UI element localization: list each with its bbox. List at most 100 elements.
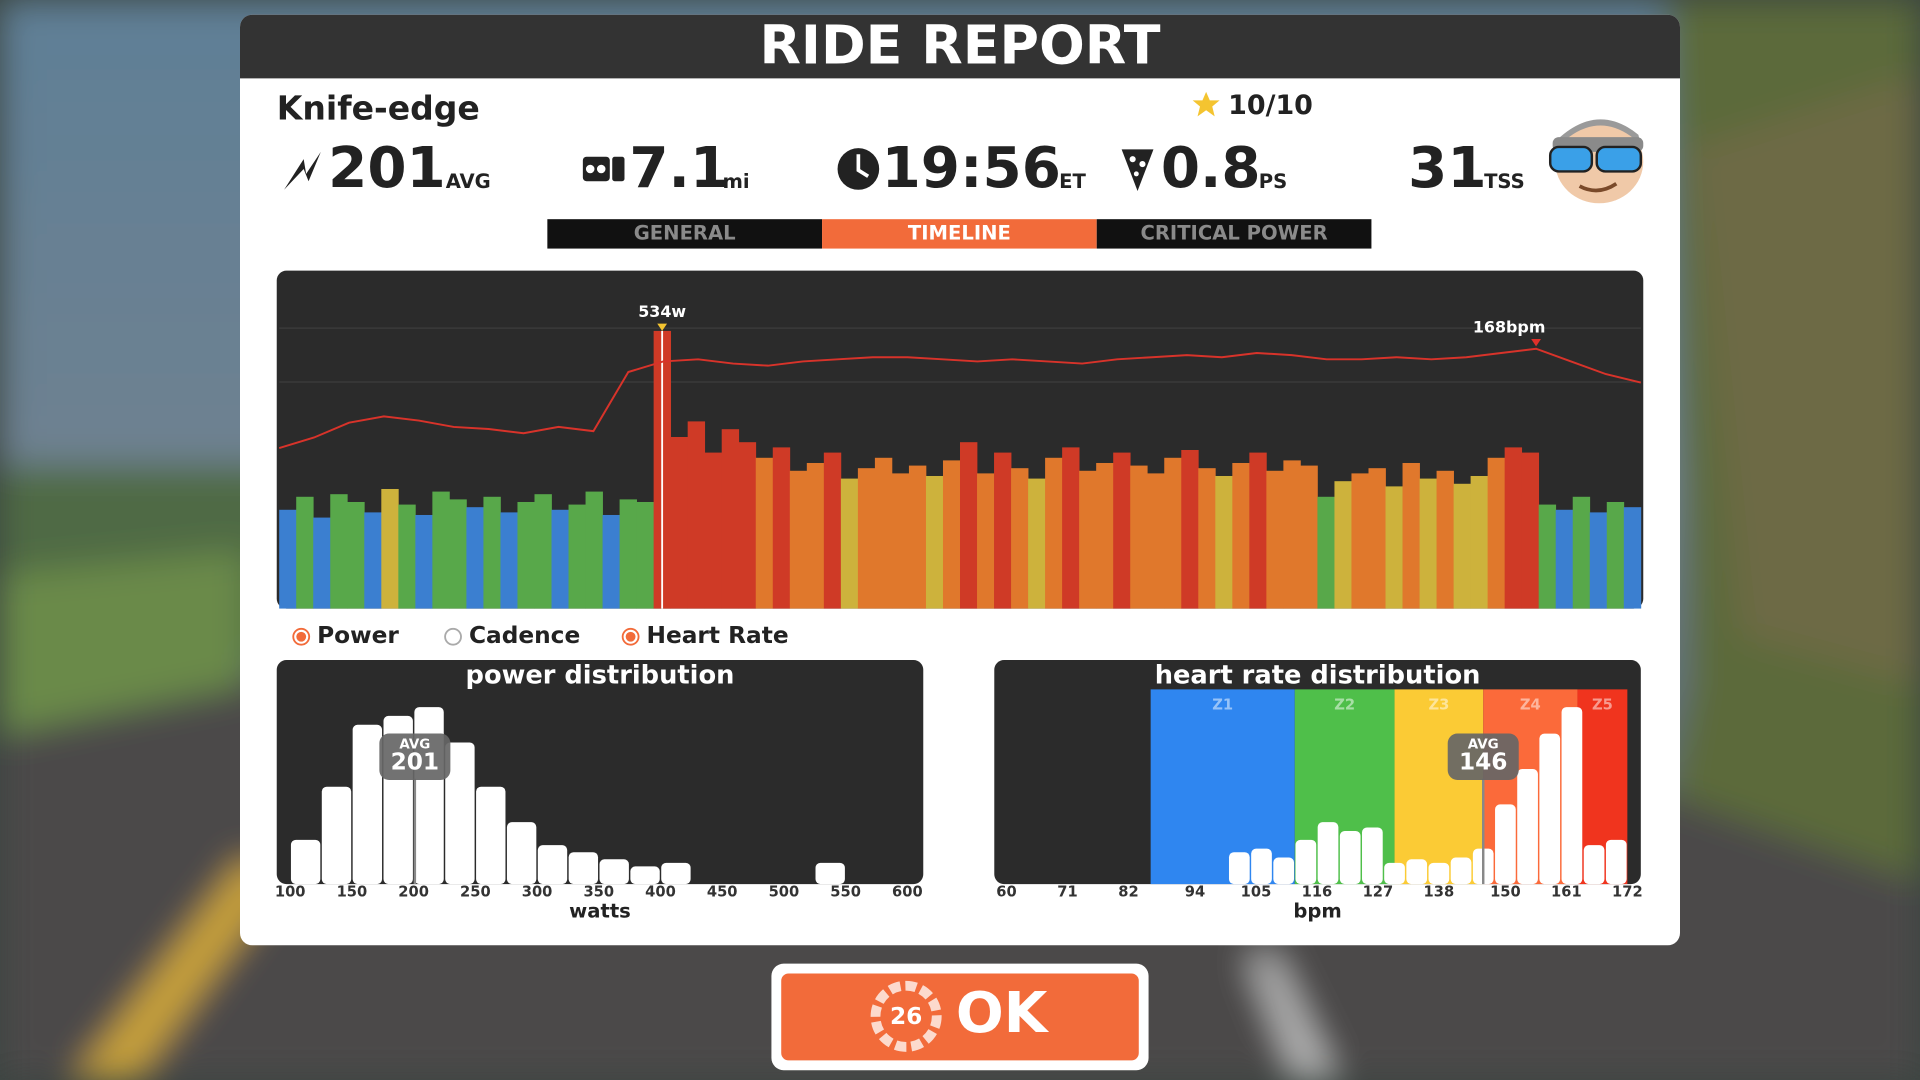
distribution-bar <box>1273 857 1295 885</box>
power-bar <box>432 491 450 609</box>
legend-label[interactable]: Cadence <box>469 622 580 649</box>
distribution-bar <box>1450 857 1472 885</box>
power-peak-marker <box>657 323 668 331</box>
hr-zone-label: Z2 <box>1334 696 1355 713</box>
power-bar <box>1470 475 1488 609</box>
power-bar <box>1555 509 1574 609</box>
power-bar <box>1538 504 1557 609</box>
power-bar <box>1487 457 1506 609</box>
ok-label[interactable]: OK <box>956 981 1050 1046</box>
hr-zone-label: Z5 <box>1592 696 1613 713</box>
distribution-bar <box>1605 839 1627 885</box>
power-bar <box>466 507 484 609</box>
x-tick-label: 100 <box>275 884 306 901</box>
power-bar <box>925 475 944 609</box>
ok-button-face[interactable] <box>781 973 1139 1061</box>
power-bar <box>1028 478 1046 609</box>
tab[interactable] <box>1096 219 1372 249</box>
power-bar <box>704 452 723 609</box>
distribution-bar <box>1295 839 1317 885</box>
x-tick-label: 82 <box>1118 884 1138 901</box>
power-bar <box>585 491 603 609</box>
power-bar <box>942 460 961 609</box>
power-bar <box>449 499 467 609</box>
x-tick-label: 71 <box>1057 884 1077 901</box>
power-bar <box>1453 483 1471 609</box>
power-bar <box>381 488 399 609</box>
power-bar <box>908 465 927 609</box>
countdown: 26 <box>890 1003 922 1030</box>
power-bar <box>1623 507 1642 609</box>
power-bar <box>1521 452 1540 609</box>
power-bar <box>1130 465 1148 609</box>
tab-label[interactable]: GENERAL <box>634 221 736 244</box>
power-bar <box>517 501 535 609</box>
legend-check[interactable] <box>444 627 462 646</box>
avg-badge <box>1447 733 1519 780</box>
power-bar <box>1147 473 1165 609</box>
x-tick-label: 400 <box>645 884 676 901</box>
distribution-bar <box>1406 859 1428 885</box>
distribution-bar <box>1317 822 1339 885</box>
distribution-bar <box>445 742 475 885</box>
ok-button[interactable]: 26 OK <box>771 963 1149 1071</box>
distribution-bar <box>1339 830 1361 885</box>
avg-power: 201 <box>328 136 446 201</box>
distribution-bar <box>1583 845 1605 885</box>
power-bar <box>1079 470 1097 609</box>
x-tick-label: 150 <box>337 884 368 901</box>
x-tick-label: 161 <box>1551 884 1582 901</box>
x-tick-label: 550 <box>830 884 861 901</box>
heart-rate-line <box>278 347 1642 449</box>
hr-zone <box>1150 689 1295 885</box>
power-bar <box>789 470 808 609</box>
rating: 10/10 <box>1228 90 1313 121</box>
distribution-bar <box>1428 862 1450 885</box>
x-tick-label: 350 <box>583 884 614 901</box>
legend-check-dot[interactable] <box>296 631 307 642</box>
distance: 7.1 <box>629 136 729 201</box>
power-bar <box>755 457 774 609</box>
tab[interactable] <box>547 219 823 249</box>
tss-unit: TSS <box>1484 170 1525 193</box>
hr-zone-label: Z1 <box>1212 696 1233 713</box>
avatar <box>1548 119 1644 204</box>
distribution-bar <box>321 786 352 885</box>
power-bar <box>806 462 825 609</box>
power-bar <box>1589 512 1608 609</box>
distribution-bar <box>352 724 383 885</box>
tab-label[interactable]: CRITICAL POWER <box>1140 221 1327 244</box>
title: RIDE REPORT <box>759 14 1160 77</box>
x-tick-label: 116 <box>1302 884 1333 901</box>
distribution-bar <box>661 862 691 885</box>
legend-check-dot[interactable] <box>625 631 636 642</box>
x-tick-label: 600 <box>892 884 923 901</box>
x-tick-label: 105 <box>1241 884 1272 901</box>
power-bar <box>364 512 382 609</box>
power-bar <box>857 468 876 609</box>
power-bar <box>415 514 433 609</box>
distribution-bar <box>1251 848 1272 885</box>
tab-label[interactable]: TIMELINE <box>908 221 1011 244</box>
power-bar <box>1011 468 1029 609</box>
power-bar <box>398 504 416 609</box>
pizza-slices-unit: PS <box>1259 170 1287 193</box>
hr-zone-label: Z4 <box>1520 696 1541 713</box>
power-bar <box>1215 475 1233 609</box>
power-bar <box>619 499 637 609</box>
hr-distribution-chart: Z1 Z2 Z3 Z4 Z5 heart rate distribution 60 71 82 9… <box>996 660 1642 922</box>
avg-badge-label: AVG <box>399 737 430 752</box>
x-tick-label: 250 <box>460 884 491 901</box>
legend-label[interactable]: Heart Rate <box>647 622 789 649</box>
power-bar <box>1164 457 1182 609</box>
tss: 31 <box>1408 136 1486 201</box>
distribution-title: heart rate distribution <box>1155 660 1481 690</box>
avg-badge-value: 201 <box>391 748 440 775</box>
power-bar <box>534 494 552 609</box>
x-tick-label: 60 <box>996 884 1016 901</box>
power-bar <box>1385 486 1403 609</box>
distribution-bar <box>537 845 568 885</box>
tab[interactable] <box>822 219 1097 249</box>
legend-label[interactable]: Power <box>317 622 399 649</box>
